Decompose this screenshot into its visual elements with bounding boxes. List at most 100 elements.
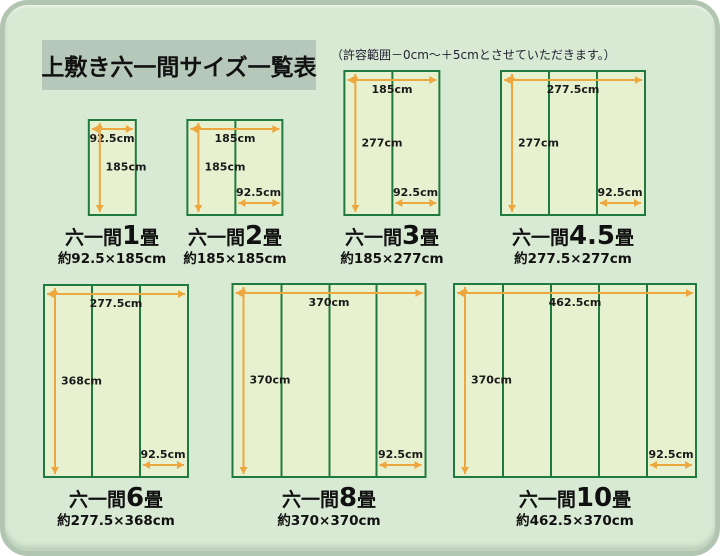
height-arrow xyxy=(351,73,360,212)
width-dim: 185cm xyxy=(371,82,413,96)
tatami-outline: 185cm 185cm 92.5cm xyxy=(186,118,284,216)
mat-width-arrow xyxy=(600,198,641,207)
mat-width-dim: 92.5cm xyxy=(377,447,424,461)
diagram-label-series: 六一間 xyxy=(187,226,245,249)
mat-width-dim: 92.5cm xyxy=(392,185,439,199)
height-arrow xyxy=(461,286,469,474)
diagram-10jo: 462.5cm 370cm 92.5cm 六一間10畳 約462.5×370cm xyxy=(453,282,697,529)
tatami-outline: 462.5cm 370cm 92.5cm xyxy=(453,282,697,478)
mat-divider xyxy=(139,285,141,476)
diagram-label-unit: 畳 xyxy=(144,488,164,511)
diagram-label-count: 8 xyxy=(338,482,358,513)
diagram-label-unit: 畳 xyxy=(357,488,377,511)
mat-width-arrow xyxy=(238,198,280,207)
mat-divider xyxy=(550,284,552,476)
height-dim: 185cm xyxy=(105,160,147,174)
mat-divider xyxy=(502,284,504,476)
diagram-label-series: 六一間 xyxy=(518,488,576,511)
mat-divider xyxy=(598,284,600,476)
diagram-label-series: 六一間 xyxy=(281,488,339,511)
tolerance-note: （許容範囲－0cm～＋5cmとさせていただきます。） xyxy=(331,48,616,62)
height-arrow xyxy=(508,73,516,212)
width-arrow xyxy=(457,288,693,297)
diagram-label-series: 六一間 xyxy=(511,226,569,249)
page-title: 上敷き六一間サイズ一覧表 xyxy=(41,55,317,81)
width-dim: 92.5cm xyxy=(89,131,135,145)
diagram-label: 六一間6畳 xyxy=(69,485,163,511)
mat-divider xyxy=(280,284,283,476)
diagram-label-count: 1 xyxy=(121,220,141,251)
diagram-label: 六一間2畳 xyxy=(188,223,282,249)
width-arrow xyxy=(347,75,437,84)
diagram-label-series: 六一間 xyxy=(344,226,402,249)
tatami-outline: 277.5cm 368cm 92.5cm xyxy=(43,283,189,478)
height-arrow xyxy=(51,287,59,474)
mat-width-dim: 92.5cm xyxy=(597,185,643,199)
diagram-6jo: 277.5cm 368cm 92.5cm 六一間6畳 約277.5×368cm xyxy=(43,283,189,529)
mat-width-dim: 92.5cm xyxy=(235,185,282,199)
width-arrow xyxy=(504,75,642,84)
height-dim: 368cm xyxy=(61,374,102,388)
mat-divider xyxy=(548,71,550,214)
tatami-outline: 92.5cm 185cm xyxy=(87,118,146,216)
diagram-1jo: 92.5cm 185cm 六一間1畳 約92.5×185cm xyxy=(57,118,167,267)
diagram-size: 約370×370cm xyxy=(277,512,381,529)
width-dim: 277.5cm xyxy=(89,296,143,310)
diagram-label-unit: 畳 xyxy=(612,488,632,511)
diagram-label-count: 10 xyxy=(575,482,613,513)
mat-width-dim: 92.5cm xyxy=(648,447,694,461)
tatami-outline: 370cm 370cm 92.5cm xyxy=(231,282,427,478)
width-dim: 185cm xyxy=(214,131,256,145)
diagram-4-5jo: 277.5cm 277cm 92.5cm 六一間4.5畳 約277.5×277cm xyxy=(500,69,646,267)
mat-divider xyxy=(91,285,93,476)
mat-divider xyxy=(375,284,378,476)
diagram-label-count: 4.5 xyxy=(568,220,616,251)
height-dim: 277cm xyxy=(518,136,559,150)
diagram-label-series: 六一間 xyxy=(64,226,122,249)
diagram-label-unit: 畳 xyxy=(140,226,160,249)
mat-width-arrow xyxy=(650,460,692,469)
mat-width-arrow xyxy=(395,198,437,207)
diagram-2jo: 185cm 185cm 92.5cm 六一間2畳 約185×185cm xyxy=(183,118,287,267)
height-arrow xyxy=(239,286,248,474)
diagram-label-unit: 畳 xyxy=(263,226,283,249)
tatami-outline: 277.5cm 277cm 92.5cm xyxy=(500,69,646,216)
width-arrow xyxy=(91,124,133,133)
height-dim: 185cm xyxy=(204,160,246,174)
width-arrow xyxy=(47,289,185,298)
width-dim: 370cm xyxy=(308,295,350,309)
diagram-label-series: 六一間 xyxy=(68,488,126,511)
height-dim: 370cm xyxy=(249,373,291,387)
diagram-label-unit: 畳 xyxy=(420,226,440,249)
diagram-8jo: 370cm 370cm 92.5cm 六一間8畳 約370×370cm xyxy=(231,282,427,529)
diagram-label: 六一間3畳 xyxy=(345,223,439,249)
tatami-outline: 185cm 277cm 92.5cm xyxy=(343,69,441,216)
width-arrow xyxy=(190,124,280,133)
diagram-size: 約277.5×277cm xyxy=(514,250,632,267)
mat-divider xyxy=(391,71,394,214)
height-arrow xyxy=(95,122,104,212)
height-arrow xyxy=(194,122,203,212)
width-arrow xyxy=(235,288,423,297)
diagram-label: 六一間8畳 xyxy=(282,485,376,511)
diagram-label-count: 3 xyxy=(401,220,421,251)
diagram-size: 約185×277cm xyxy=(340,250,444,267)
diagram-size: 約185×185cm xyxy=(183,250,287,267)
mat-width-arrow xyxy=(143,460,184,469)
diagram-label-unit: 畳 xyxy=(615,226,635,249)
mat-divider xyxy=(328,284,331,476)
height-dim: 370cm xyxy=(471,373,512,387)
mat-width-dim: 92.5cm xyxy=(140,447,186,461)
diagram-size: 約277.5×368cm xyxy=(57,512,175,529)
diagram-label-count: 6 xyxy=(125,482,145,513)
mat-divider xyxy=(234,120,237,214)
width-dim: 462.5cm xyxy=(548,295,602,309)
diagram-size: 約462.5×370cm xyxy=(516,512,634,529)
mat-width-arrow xyxy=(379,460,422,469)
diagram-label: 六一間10畳 xyxy=(519,485,631,511)
diagram-size: 約92.5×185cm xyxy=(57,250,167,267)
diagram-label: 六一間1畳 xyxy=(65,223,159,249)
mat-divider xyxy=(646,284,648,476)
width-dim: 277.5cm xyxy=(546,82,600,96)
